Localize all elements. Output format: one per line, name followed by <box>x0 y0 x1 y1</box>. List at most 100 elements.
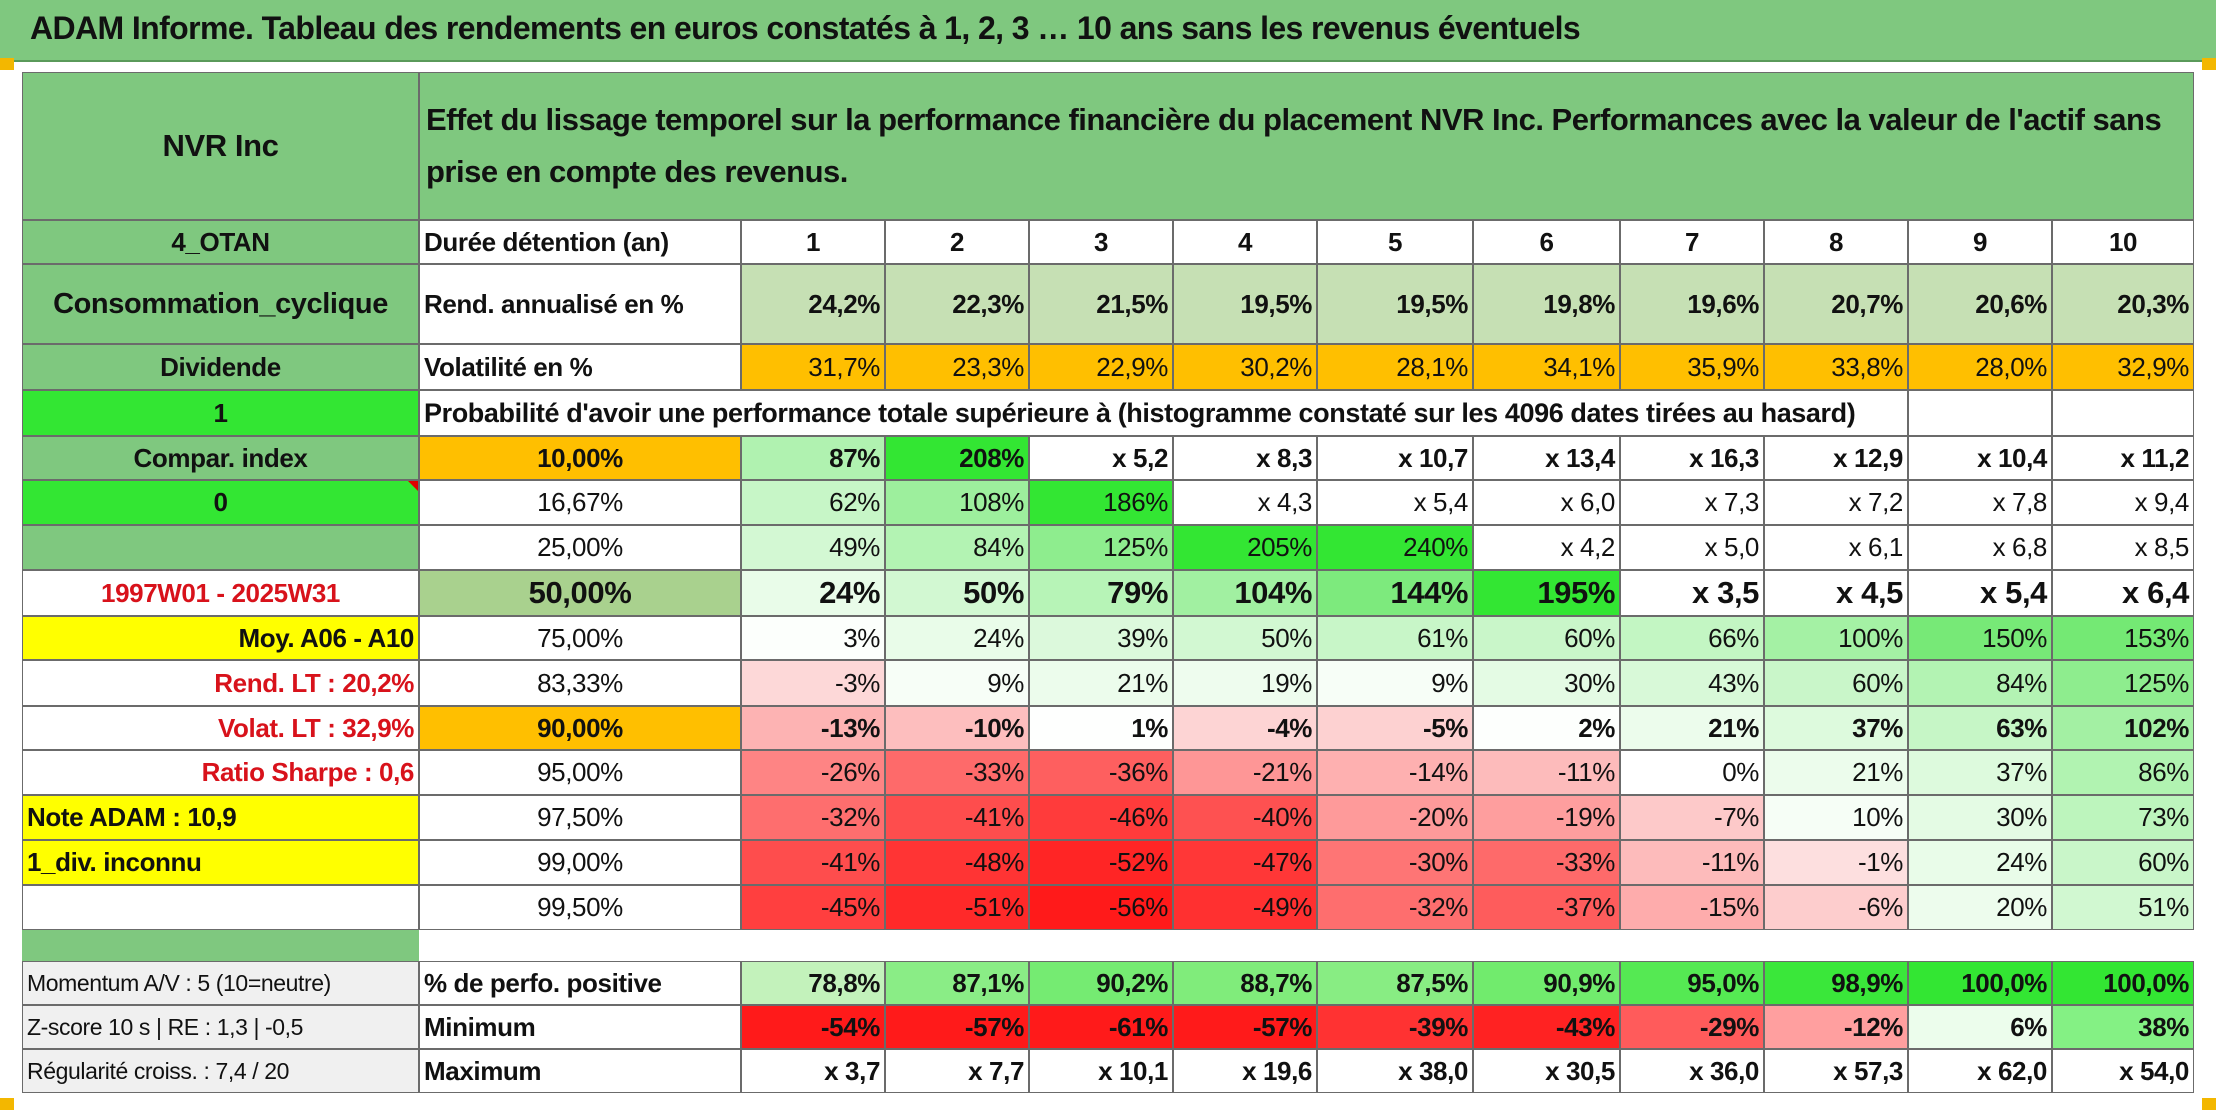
percentile-value: -11% <box>1620 840 1764 885</box>
percentile-value: -26% <box>741 750 885 795</box>
percentile-label: 50,00% <box>419 570 741 616</box>
percentile-value: -15% <box>1620 885 1764 930</box>
maximum-value: x 10,1 <box>1029 1049 1173 1093</box>
percentile-value: -14% <box>1317 750 1473 795</box>
percentile-value: 104% <box>1173 570 1317 616</box>
year-header: 3 <box>1029 220 1173 264</box>
percentile-value: -41% <box>885 795 1029 840</box>
annual-return-label: Rend. annualisé en % <box>419 264 741 344</box>
corner-marker <box>2202 58 2216 70</box>
year-header: 9 <box>1908 220 2052 264</box>
percentile-value: 50% <box>885 570 1029 616</box>
percentile-label: 95,00% <box>419 750 741 795</box>
percentile-value: -32% <box>741 795 885 840</box>
compar-index-value: 0 <box>22 480 419 525</box>
year-header: 7 <box>1620 220 1764 264</box>
percentile-value: 21% <box>1764 750 1908 795</box>
volatility-value: 31,7% <box>741 344 885 390</box>
blank-cell <box>1908 390 2052 436</box>
percentile-value: 51% <box>2052 885 2194 930</box>
spacer-row <box>419 930 2194 961</box>
percentile-value: -5% <box>1317 706 1473 750</box>
annual-return-value: 19,5% <box>1317 264 1473 344</box>
percentile-label: 83,33% <box>419 660 741 706</box>
percentile-value: -49% <box>1173 885 1317 930</box>
percentile-value: 205% <box>1173 525 1317 570</box>
percentile-value: 144% <box>1317 570 1473 616</box>
percentile-value: x 4,2 <box>1473 525 1620 570</box>
percentile-value: 39% <box>1029 616 1173 660</box>
annual-return-value: 21,5% <box>1029 264 1173 344</box>
minimum-value: 38% <box>2052 1005 2194 1049</box>
percentile-value: 153% <box>2052 616 2194 660</box>
percentile-value: -6% <box>1764 885 1908 930</box>
percentile-value: x 4,5 <box>1764 570 1908 616</box>
volatility-value: 23,3% <box>885 344 1029 390</box>
percentile-value: 10% <box>1764 795 1908 840</box>
minimum-value: -61% <box>1029 1005 1173 1049</box>
percentile-value: x 5,4 <box>1908 570 2052 616</box>
positive-share-value: 100,0% <box>2052 961 2194 1005</box>
positive-share-label: % de perfo. positive <box>419 961 741 1005</box>
percentile-value: 2% <box>1473 706 1620 750</box>
positive-share-value: 88,7% <box>1173 961 1317 1005</box>
percentile-value: x 7,3 <box>1620 480 1764 525</box>
percentile-value: 61% <box>1317 616 1473 660</box>
percentile-value: 100% <box>1764 616 1908 660</box>
corner-marker <box>2202 1098 2216 1110</box>
percentile-label: 90,00% <box>419 706 741 750</box>
percentile-value: -41% <box>741 840 885 885</box>
percentile-label: 75,00% <box>419 616 741 660</box>
percentile-value: 102% <box>2052 706 2194 750</box>
dividend-unknown: 1_div. inconnu <box>22 840 419 885</box>
volatility-value: 28,0% <box>1908 344 2052 390</box>
percentile-value: 20% <box>1908 885 2052 930</box>
volatility-value: 35,9% <box>1620 344 1764 390</box>
minimum-value: -29% <box>1620 1005 1764 1049</box>
blank-cell <box>2052 390 2194 436</box>
maximum-value: x 7,7 <box>885 1049 1029 1093</box>
percentile-value: 60% <box>1473 616 1620 660</box>
dividend-label: Dividende <box>22 344 419 390</box>
year-header: 8 <box>1764 220 1908 264</box>
percentile-value: 37% <box>1908 750 2052 795</box>
percentile-value: 24% <box>1908 840 2052 885</box>
minimum-value: -43% <box>1473 1005 1620 1049</box>
year-header: 6 <box>1473 220 1620 264</box>
percentile-value: 24% <box>885 616 1029 660</box>
annual-return-value: 19,5% <box>1173 264 1317 344</box>
zscore-label: Z-score 10 s | RE : 1,3 | -0,5 <box>22 1005 419 1049</box>
minimum-value: -39% <box>1317 1005 1473 1049</box>
percentile-value: x 8,3 <box>1173 436 1317 480</box>
percentile-label: 97,50% <box>419 795 741 840</box>
percentile-value: -56% <box>1029 885 1173 930</box>
sector-label: Consommation_cyclique <box>22 264 419 344</box>
percentile-value: -40% <box>1173 795 1317 840</box>
percentile-value: 63% <box>1908 706 2052 750</box>
year-header: 10 <box>2052 220 2194 264</box>
percentile-value: x 9,4 <box>2052 480 2194 525</box>
maximum-value: x 3,7 <box>741 1049 885 1093</box>
percentile-value: -7% <box>1620 795 1764 840</box>
percentile-value: 73% <box>2052 795 2194 840</box>
annual-return-value: 22,3% <box>885 264 1029 344</box>
percentile-value: -13% <box>741 706 885 750</box>
long-term-return: Rend. LT : 20,2% <box>22 660 419 706</box>
positive-share-value: 87,1% <box>885 961 1029 1005</box>
maximum-value: x 62,0 <box>1908 1049 2052 1093</box>
percentile-value: -45% <box>741 885 885 930</box>
percentile-value: 150% <box>1908 616 2052 660</box>
percentile-label: 99,00% <box>419 840 741 885</box>
percentile-value: 30% <box>1908 795 2052 840</box>
percentile-value: x 5,4 <box>1317 480 1473 525</box>
percentile-value: 3% <box>741 616 885 660</box>
percentile-value: 19% <box>1173 660 1317 706</box>
percentile-value: 0% <box>1620 750 1764 795</box>
percentile-value: x 4,3 <box>1173 480 1317 525</box>
positive-share-value: 98,9% <box>1764 961 1908 1005</box>
percentile-value: -3% <box>741 660 885 706</box>
positive-share-value: 78,8% <box>741 961 885 1005</box>
blank-cell <box>22 885 419 930</box>
compar-index-label: Compar. index <box>22 436 419 480</box>
percentile-value: 86% <box>2052 750 2194 795</box>
